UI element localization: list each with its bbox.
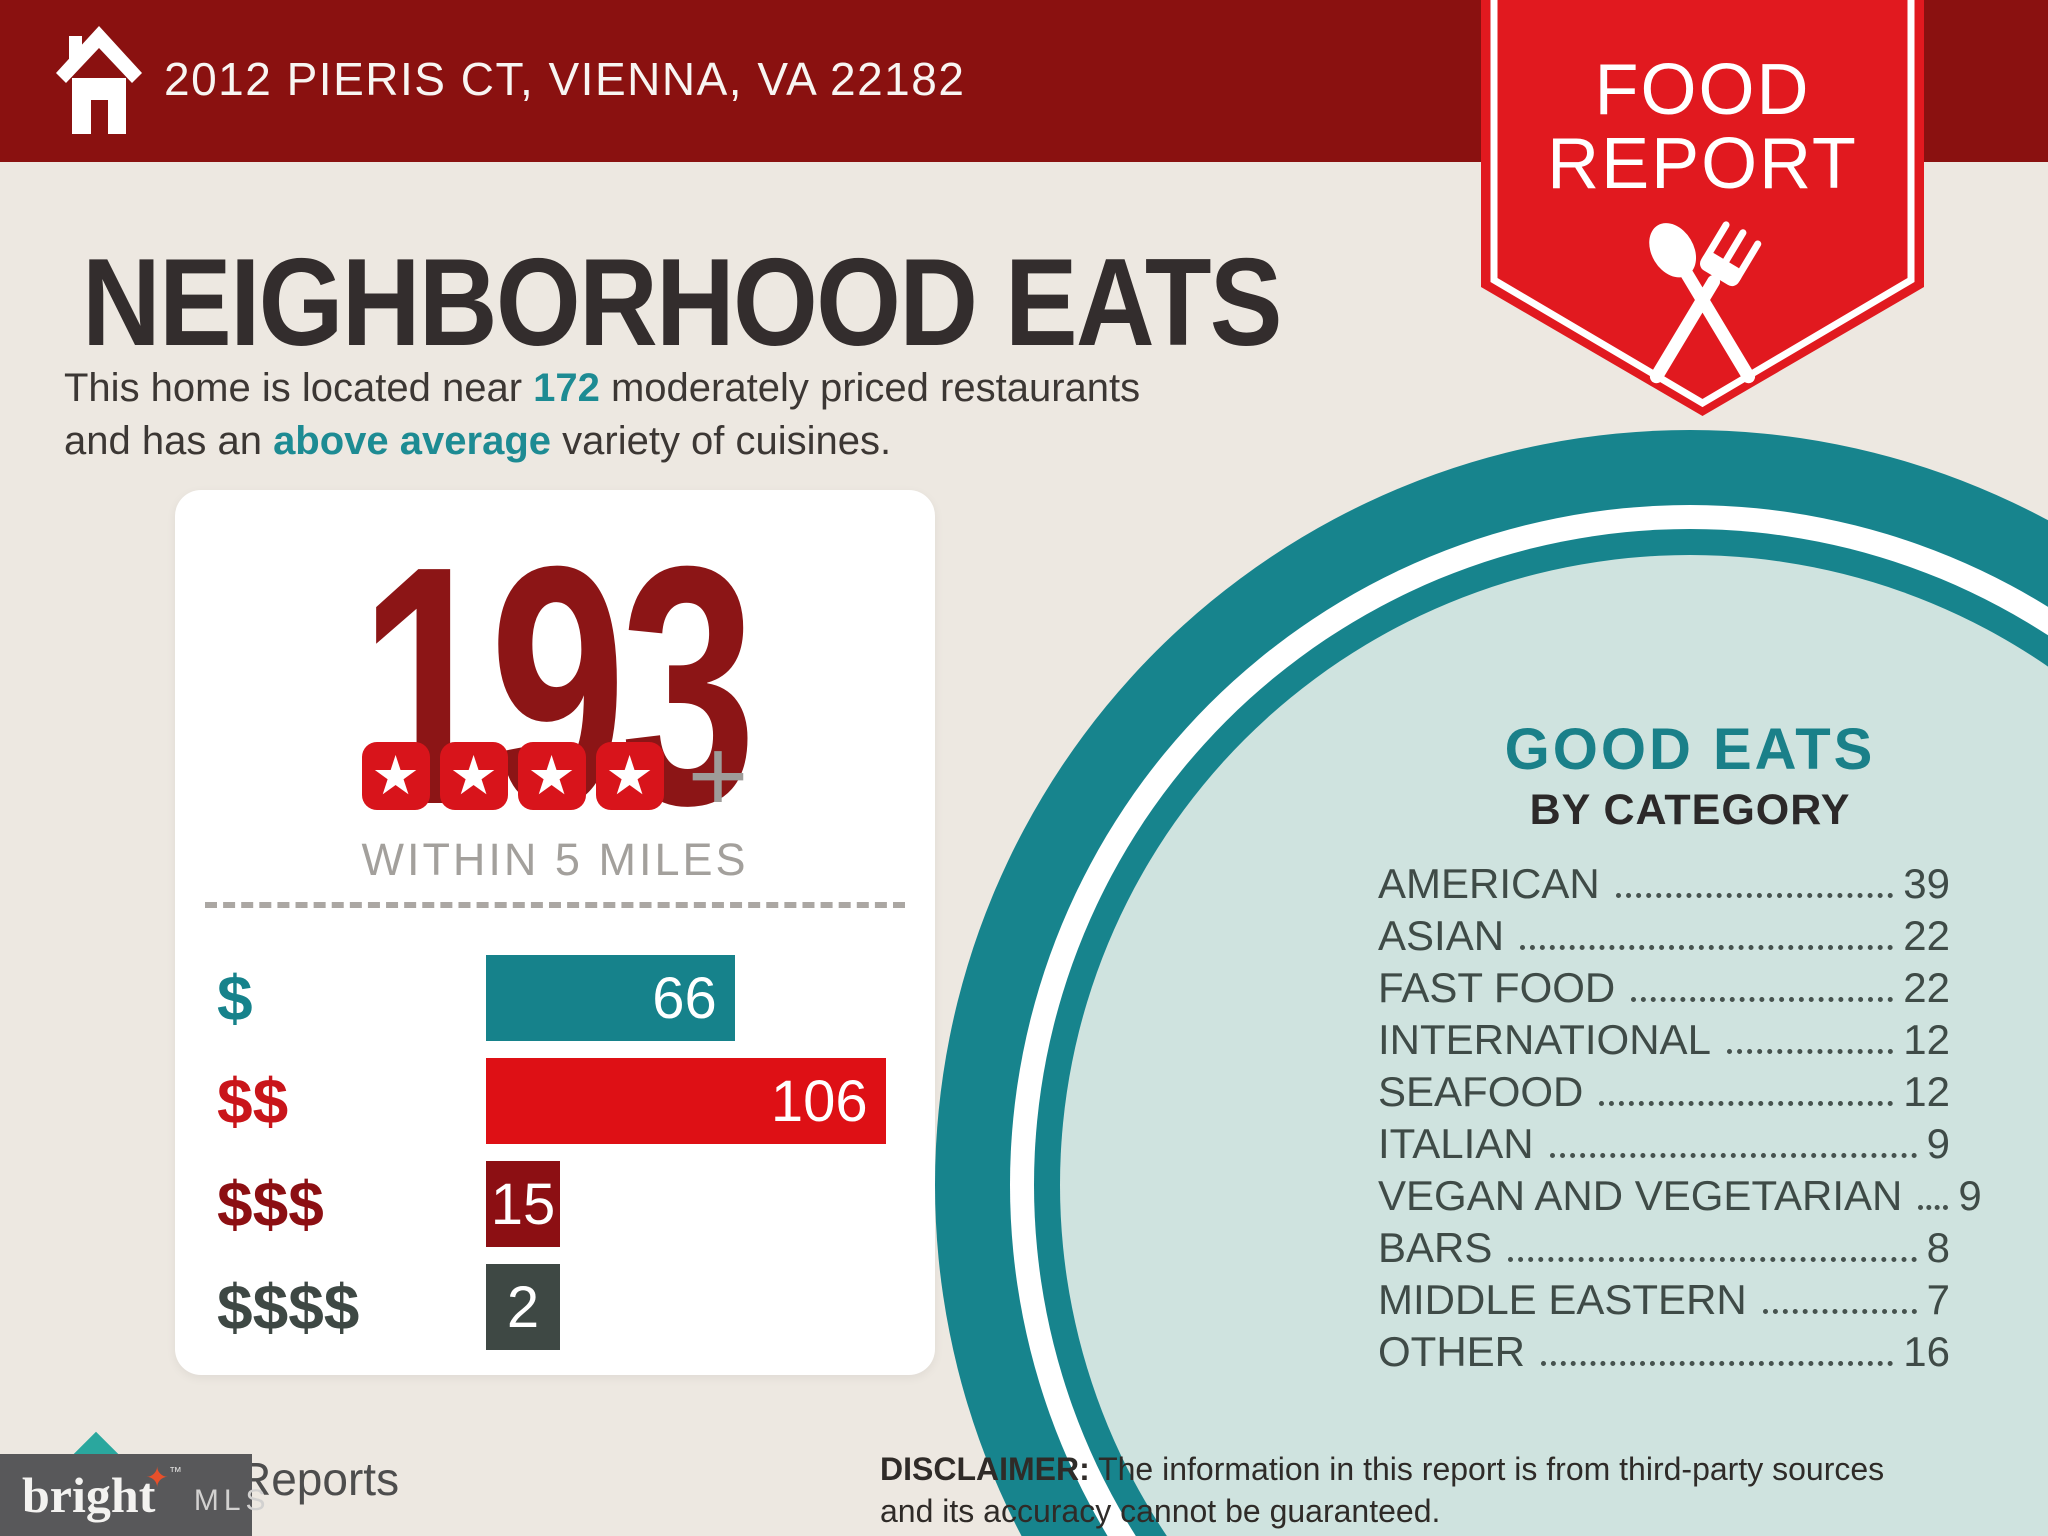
category-row: ASIAN 22 bbox=[1378, 908, 1950, 960]
star-icon: ★ bbox=[595, 742, 664, 810]
price-row: $$$$ 2 bbox=[175, 1264, 935, 1350]
category-name: ASIAN bbox=[1378, 912, 1505, 959]
bright-star-icon: ✦ bbox=[145, 1460, 169, 1494]
price-bar: 15 bbox=[486, 1161, 560, 1247]
category-count: 9 bbox=[1926, 1120, 1950, 1167]
dotted-leader bbox=[1726, 1049, 1894, 1054]
price-tier-label: $$$ bbox=[217, 1168, 324, 1240]
price-row: $66 bbox=[175, 955, 935, 1041]
dotted-leader bbox=[1520, 945, 1894, 950]
ribbon-shape bbox=[1481, 0, 1924, 416]
star-badges: ★ ★ ★ ★ bbox=[361, 742, 664, 810]
price-row: $$$ 15 bbox=[175, 1161, 935, 1247]
price-bar: 106 bbox=[486, 1058, 886, 1144]
dotted-leader bbox=[1599, 1101, 1894, 1106]
price-row: $$ 106 bbox=[175, 1058, 935, 1144]
ribbon-title-line2: REPORT bbox=[1547, 124, 1858, 204]
category-name: AMERICAN bbox=[1378, 860, 1600, 907]
category-count: 22 bbox=[1903, 912, 1950, 959]
category-row: INTERNATIONAL 12 bbox=[1378, 1012, 1950, 1064]
reports-wordmark: Reports bbox=[238, 1453, 400, 1505]
dashed-divider bbox=[205, 902, 905, 908]
category-name: OTHER bbox=[1378, 1328, 1525, 1375]
intro-mid: moderately priced restaurants and has an bbox=[64, 366, 1141, 463]
good-eats-subtitle: BY CATEGORY bbox=[1529, 786, 1851, 834]
category-name: ITALIAN bbox=[1378, 1120, 1534, 1167]
category-row: ITALIAN 9 bbox=[1378, 1116, 1950, 1168]
trademark-symbol: ™ bbox=[168, 1463, 182, 1479]
category-name: INTERNATIONAL bbox=[1378, 1016, 1711, 1063]
category-name: SEAFOOD bbox=[1378, 1068, 1584, 1115]
star-icon: ★ bbox=[361, 742, 430, 810]
ribbon-title-line1: FOOD bbox=[1595, 50, 1811, 130]
disclaimer-text: The information in this report is from t… bbox=[880, 1451, 1885, 1530]
price-tier-label: $$ bbox=[217, 1065, 289, 1137]
price-bar-value: 106 bbox=[770, 1068, 868, 1134]
disclaimer: DISCLAIMER: The information in this repo… bbox=[880, 1448, 1900, 1532]
ribbon-inner-border bbox=[1490, 0, 1915, 408]
variety-highlight: above average bbox=[273, 418, 552, 463]
page-title: NEIGHBORHOOD EATS bbox=[82, 234, 1283, 372]
property-address: 2012 PIERIS CT, VIENNA, VA 22182 bbox=[164, 53, 966, 105]
category-row: BARS 8 bbox=[1378, 1220, 1950, 1272]
bright-mls-watermark: bright ✦ ™ MLS bbox=[0, 1454, 266, 1536]
category-count: 39 bbox=[1903, 860, 1950, 907]
category-row: SEAFOOD 12 bbox=[1378, 1064, 1950, 1116]
category-count: 16 bbox=[1903, 1328, 1950, 1375]
dotted-leader bbox=[1918, 1205, 1949, 1210]
spoon-fork-icon bbox=[1649, 221, 1762, 384]
dotted-leader bbox=[1762, 1309, 1917, 1314]
category-name: VEGAN AND VEGETARIAN bbox=[1378, 1172, 1903, 1219]
dotted-leader bbox=[1631, 997, 1894, 1002]
category-row: FAST FOOD 22 bbox=[1378, 960, 1950, 1012]
category-count: 9 bbox=[1958, 1172, 1982, 1219]
category-count: 12 bbox=[1903, 1016, 1950, 1063]
category-count: 7 bbox=[1926, 1276, 1950, 1323]
dotted-leader bbox=[1549, 1153, 1917, 1158]
intro-tail: variety of cuisines. bbox=[551, 418, 892, 463]
star-icon: ★ bbox=[439, 742, 508, 810]
price-tier-label: $$$$ bbox=[217, 1271, 360, 1343]
category-row: OTHER 16 bbox=[1378, 1324, 1950, 1376]
category-count: 22 bbox=[1903, 964, 1950, 1011]
star-icon: ★ bbox=[517, 742, 586, 810]
dotted-leader bbox=[1615, 893, 1894, 898]
price-bar-value: 2 bbox=[506, 1274, 540, 1340]
category-count: 12 bbox=[1903, 1068, 1950, 1115]
category-row: MIDDLE EASTERN 7 bbox=[1378, 1272, 1950, 1324]
restaurant-summary-card: 193 ★ ★ ★ ★ + WITHIN 5 MILES $66 $$ 106 $$$ 15 $… bbox=[175, 490, 935, 1375]
price-level-bar-chart: $66 $$ 106 $$$ 15 $$$$ 2 bbox=[175, 955, 935, 1367]
rating-stars-row: ★ ★ ★ ★ + bbox=[175, 718, 935, 834]
disclaimer-label: DISCLAIMER: bbox=[880, 1451, 1090, 1487]
category-name: MIDDLE EASTERN bbox=[1378, 1276, 1747, 1323]
home-icon bbox=[56, 26, 142, 134]
price-bar: 2 bbox=[486, 1264, 560, 1350]
category-list: AMERICAN 39 ASIAN 22 FAST FOOD 22 INTERNATIONA… bbox=[1378, 856, 1982, 1376]
category-row: VEGAN AND VEGETARIAN 9 bbox=[1378, 1168, 1982, 1220]
restaurant-count: 172 bbox=[533, 366, 600, 410]
dotted-leader bbox=[1541, 1361, 1894, 1366]
category-row: AMERICAN 39 bbox=[1378, 856, 1950, 908]
category-name: FAST FOOD bbox=[1378, 964, 1616, 1011]
mls-logo-text: MLS bbox=[193, 1484, 271, 1517]
intro-paragraph: This home is located near 172 moderately… bbox=[64, 362, 1214, 468]
plus-icon: + bbox=[687, 718, 749, 834]
price-bar-value: 15 bbox=[490, 1171, 556, 1237]
food-report-ribbon: FOOD REPORT bbox=[1481, 0, 1924, 416]
price-bar: 66 bbox=[486, 955, 735, 1041]
bright-logo-text: bright bbox=[22, 1467, 156, 1523]
category-count: 8 bbox=[1926, 1224, 1950, 1271]
price-bar-value: 66 bbox=[652, 965, 717, 1031]
radius-label: WITHIN 5 MILES bbox=[361, 834, 749, 885]
intro-lead: This home is located near bbox=[64, 366, 534, 410]
category-name: BARS bbox=[1378, 1224, 1493, 1271]
good-eats-title: GOOD EATS bbox=[1504, 717, 1876, 782]
dotted-leader bbox=[1508, 1257, 1917, 1262]
price-tier-label: $ bbox=[217, 962, 253, 1034]
